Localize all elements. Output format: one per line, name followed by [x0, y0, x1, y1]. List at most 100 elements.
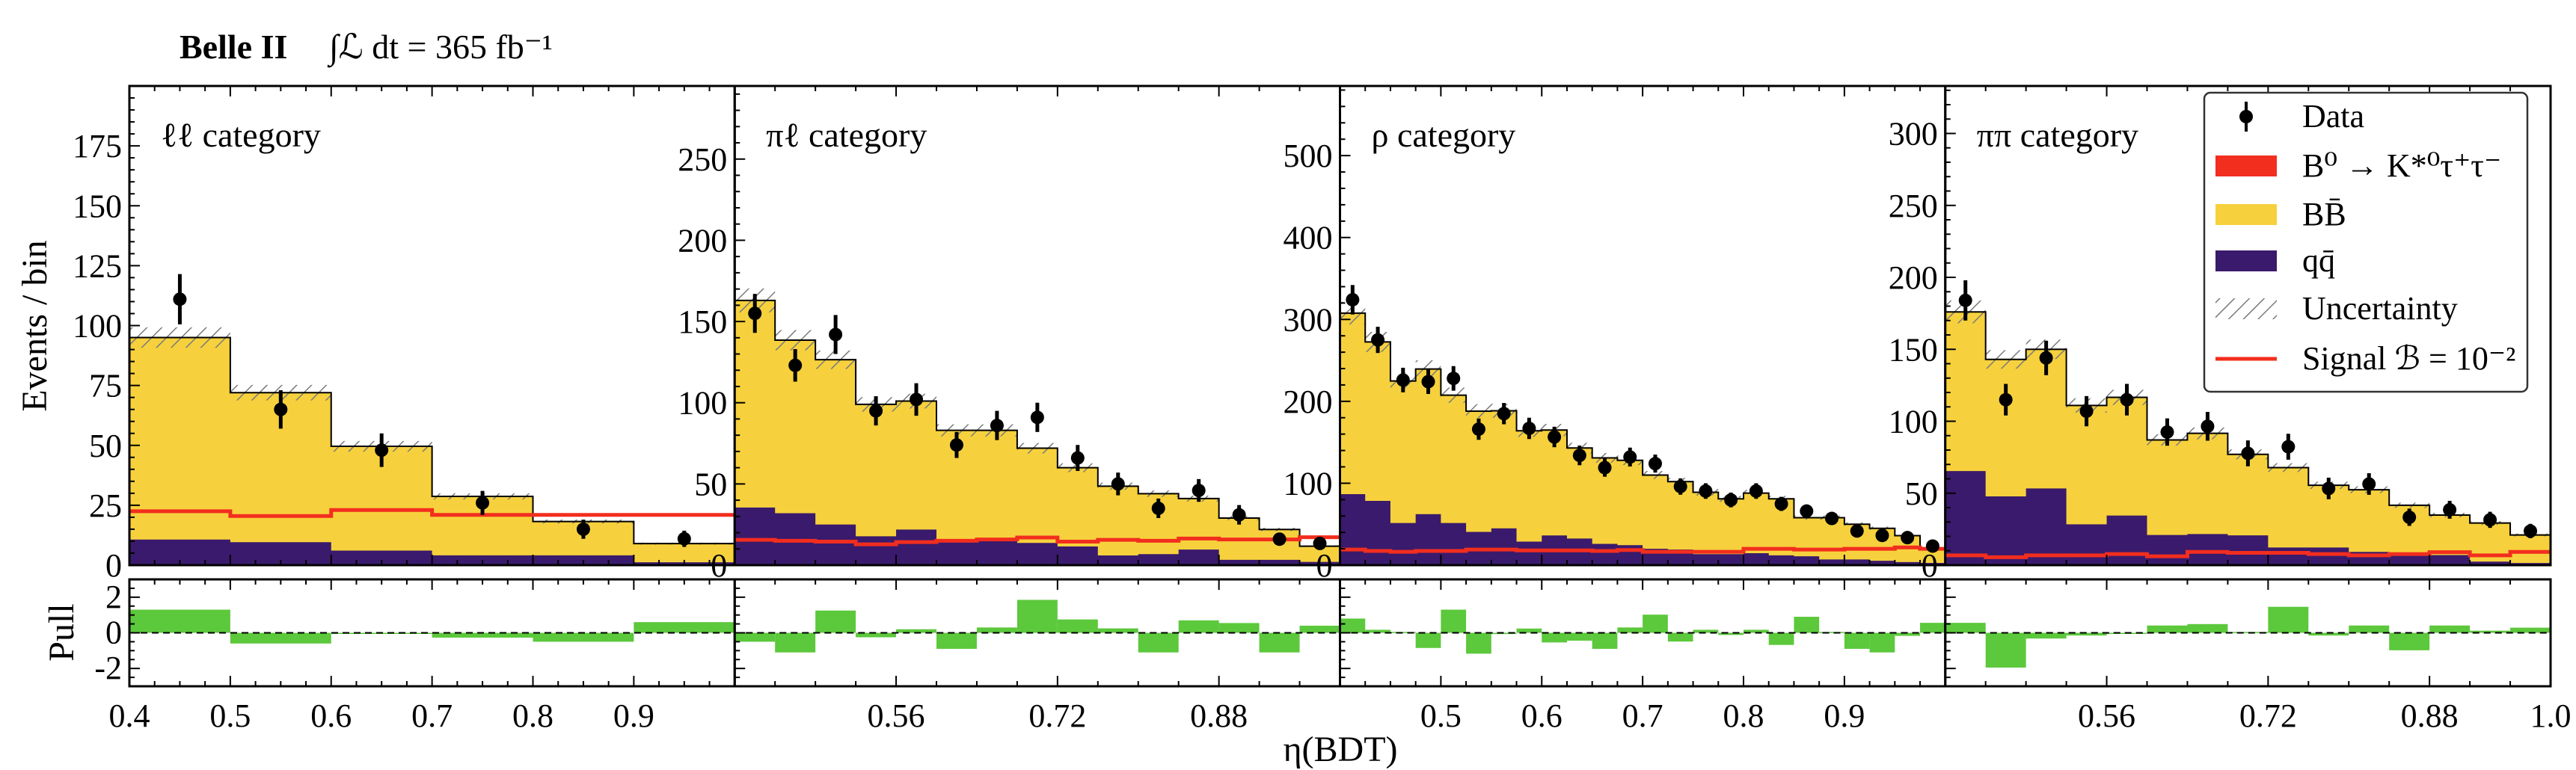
signal-line: [1340, 545, 1945, 554]
data-point: [476, 496, 490, 510]
pull-bar: [936, 632, 977, 649]
data-point: [1471, 422, 1485, 437]
data-point: [949, 438, 963, 452]
y-tick-label: 50: [1905, 475, 1938, 512]
data-point: [375, 443, 389, 458]
pull-bar: [2308, 632, 2349, 636]
y-tick-label: 175: [73, 128, 122, 164]
pull-bar: [1794, 617, 1820, 633]
y-tick-label: 125: [73, 247, 122, 284]
y-tick-label: 25: [89, 487, 122, 524]
legend-data-marker: [2239, 110, 2253, 123]
pull-bar: [230, 632, 331, 644]
panel-4: 0 50 100 150 200 250 300 0.56 0.72 0.88 1.0 ππ cate…: [1889, 84, 2572, 734]
y-tick-label: 100: [1284, 465, 1333, 502]
data-point: [1850, 524, 1864, 538]
data-point: [1598, 461, 1612, 475]
data-point: [1901, 531, 1915, 545]
x-tick-label: 0.7: [411, 697, 453, 734]
pull-bar: [1592, 632, 1618, 649]
qqbar-histogram: [1340, 494, 1945, 565]
data-point: [1875, 529, 1889, 543]
y-tick-label: 0: [1316, 547, 1333, 584]
pull-bar: [735, 632, 776, 642]
total-outline: [1340, 312, 1945, 550]
legend-item-qqbar: qq̄: [2215, 242, 2335, 279]
data-point: [2281, 440, 2296, 454]
data-point: [1800, 504, 1814, 518]
data-point: [2039, 351, 2053, 365]
data-point: [1825, 511, 1839, 526]
pull-bar: [976, 627, 1017, 633]
pull-bar: [2025, 632, 2067, 639]
x-axis-label: η(BDT): [1283, 730, 1397, 769]
pull-tick-label: -2: [94, 650, 122, 686]
pull-bar: [1466, 632, 1491, 654]
data-point: [1699, 484, 1713, 498]
pull-bar: [1097, 628, 1138, 633]
pull-bar: [1016, 600, 1058, 633]
main-frame: [1944, 84, 2552, 567]
main-plot-body: [735, 288, 1340, 565]
data-point: [677, 532, 691, 546]
y-tick-label: 150: [678, 304, 727, 340]
panel-2: 0 50 100 150 200 250 0.56 0.72 0.88 πℓ category: [678, 84, 1341, 734]
pull-bar: [2349, 625, 2390, 633]
y-tick-label: 75: [89, 368, 122, 404]
x-tick-label: 0.6: [310, 697, 352, 734]
pull-tick-label: 2: [105, 579, 122, 615]
legend-label: BB̄: [2302, 196, 2346, 232]
data-point: [274, 402, 288, 416]
x-tick-label: 0.8: [1723, 697, 1764, 734]
pull-bar: [1491, 632, 1517, 635]
y-tick-label: 150: [73, 188, 122, 224]
y-tick-label: 500: [1284, 138, 1333, 174]
data-point: [1774, 497, 1788, 511]
data-point: [1724, 493, 1738, 507]
pull-bar: [1643, 615, 1668, 633]
pull-bar: [2147, 625, 2188, 633]
pull-bar: [1869, 632, 1895, 653]
data-point: [748, 307, 762, 321]
y-tick-label: 100: [1889, 404, 1938, 440]
pull-bar: [1895, 632, 1921, 636]
pull-bar: [1768, 632, 1794, 645]
pull-bar: [1340, 618, 1366, 633]
main-plot-body: [1945, 280, 2551, 565]
main-plot-body: [129, 274, 735, 565]
category-label: ℓℓ category: [161, 116, 321, 154]
y-tick-label: 50: [89, 428, 122, 464]
pull-bar: [1693, 629, 1719, 633]
data-point: [2079, 404, 2094, 419]
legend-item-uncertainty: Uncertainty: [2215, 290, 2458, 327]
data-point: [2201, 419, 2215, 434]
pull-bar: [2429, 625, 2471, 633]
pull-bar: [1920, 623, 1945, 633]
data-point: [1572, 449, 1586, 463]
legend-swatch-signal: [2215, 155, 2277, 176]
x-tick-label: 0.56: [868, 697, 925, 734]
y-tick-label: 200: [678, 222, 727, 259]
data-point: [1447, 372, 1461, 386]
pull-bar: [2227, 632, 2269, 633]
legend-swatch-bbbar: [2215, 204, 2277, 225]
pull-bar: [1259, 632, 1300, 653]
pull-bar: [1844, 632, 1870, 649]
data-point: [1111, 477, 1125, 491]
data-point: [1421, 375, 1435, 389]
category-label: πℓ category: [766, 116, 927, 154]
data-point: [1958, 293, 1972, 307]
x-tick-label: 0.88: [1190, 697, 1248, 734]
data-point: [2120, 392, 2134, 407]
total-outline: [735, 299, 1340, 547]
data-point: [788, 358, 803, 372]
data-point: [1623, 450, 1637, 464]
legend-label: Data: [2302, 98, 2364, 135]
data-point: [1371, 333, 1385, 347]
main-plot-body: [1340, 285, 1945, 565]
pull-bar: [2187, 623, 2228, 633]
category-label: ρ category: [1372, 116, 1516, 154]
